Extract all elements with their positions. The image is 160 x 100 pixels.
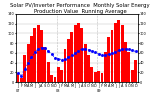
Bar bbox=[70, 32, 73, 82]
Bar bbox=[37, 25, 40, 82]
Bar bbox=[91, 67, 93, 82]
Bar bbox=[97, 71, 100, 82]
Bar bbox=[40, 30, 43, 82]
Bar bbox=[17, 73, 20, 82]
Bar bbox=[23, 55, 26, 82]
Bar bbox=[33, 28, 36, 82]
Bar bbox=[44, 47, 46, 82]
Bar bbox=[117, 20, 120, 82]
Bar bbox=[131, 70, 134, 82]
Bar bbox=[80, 28, 83, 82]
Bar bbox=[50, 75, 53, 82]
Bar bbox=[111, 30, 113, 82]
Bar bbox=[77, 23, 80, 82]
Bar bbox=[27, 44, 30, 82]
Bar bbox=[114, 23, 117, 82]
Bar bbox=[134, 60, 137, 82]
Bar bbox=[67, 39, 70, 82]
Bar bbox=[54, 77, 56, 82]
Bar bbox=[121, 25, 124, 82]
Bar bbox=[20, 78, 23, 82]
Bar bbox=[60, 70, 63, 82]
Bar bbox=[74, 25, 76, 82]
Bar bbox=[84, 44, 87, 82]
Text: Solar PV/Inverter Performance  Monthly Solar Energy Production Value  Running Av: Solar PV/Inverter Performance Monthly So… bbox=[10, 3, 150, 14]
Bar bbox=[47, 62, 50, 82]
Bar bbox=[124, 42, 127, 82]
Bar bbox=[101, 73, 103, 82]
Bar bbox=[57, 67, 60, 82]
Bar bbox=[87, 55, 90, 82]
Bar bbox=[94, 72, 97, 82]
Bar bbox=[127, 52, 130, 82]
Bar bbox=[104, 52, 107, 82]
Bar bbox=[107, 37, 110, 82]
Bar bbox=[30, 36, 33, 82]
Bar bbox=[64, 49, 66, 82]
